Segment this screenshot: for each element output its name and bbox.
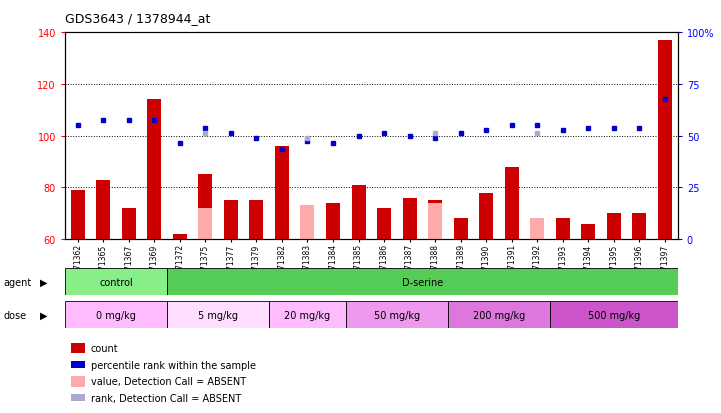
Bar — [167, 301, 269, 328]
Bar — [479, 193, 493, 240]
Bar — [352, 185, 366, 240]
Bar — [448, 301, 550, 328]
Bar — [301, 227, 314, 240]
Text: D-serine: D-serine — [402, 277, 443, 287]
Bar — [71, 190, 84, 240]
Text: ▶: ▶ — [40, 277, 47, 287]
Text: control: control — [99, 277, 133, 287]
Bar — [377, 209, 391, 240]
Bar — [658, 41, 672, 240]
Text: ▶: ▶ — [40, 310, 47, 320]
Text: value, Detection Call = ABSENT: value, Detection Call = ABSENT — [91, 376, 246, 386]
Text: rank, Detection Call = ABSENT: rank, Detection Call = ABSENT — [91, 393, 241, 403]
Text: 5 mg/kg: 5 mg/kg — [198, 310, 238, 320]
Bar — [198, 175, 213, 240]
Bar — [71, 361, 84, 368]
Bar — [607, 214, 621, 240]
Text: 0 mg/kg: 0 mg/kg — [96, 310, 136, 320]
Bar — [301, 206, 314, 240]
Bar — [581, 224, 596, 240]
Bar — [428, 201, 442, 240]
Bar — [428, 203, 442, 240]
Bar — [326, 203, 340, 240]
Text: 500 mg/kg: 500 mg/kg — [588, 310, 640, 320]
Bar — [269, 301, 346, 328]
Bar — [65, 301, 167, 328]
Bar — [454, 219, 468, 240]
Bar — [346, 301, 448, 328]
Text: count: count — [91, 343, 118, 353]
Bar — [550, 301, 678, 328]
Bar — [147, 100, 162, 240]
Bar — [632, 214, 647, 240]
Text: dose: dose — [4, 310, 27, 320]
Bar — [275, 147, 289, 240]
Text: GDS3643 / 1378944_at: GDS3643 / 1378944_at — [65, 12, 211, 25]
Bar — [402, 198, 417, 240]
Bar — [530, 219, 544, 240]
Bar — [530, 219, 544, 240]
Bar — [249, 201, 263, 240]
Bar — [198, 209, 213, 240]
Bar — [173, 234, 187, 240]
Bar — [556, 219, 570, 240]
Bar — [96, 180, 110, 240]
Text: 200 mg/kg: 200 mg/kg — [473, 310, 525, 320]
Text: percentile rank within the sample: percentile rank within the sample — [91, 360, 256, 370]
Bar — [505, 167, 519, 240]
Bar — [71, 376, 84, 387]
Text: 50 mg/kg: 50 mg/kg — [373, 310, 420, 320]
Bar — [65, 268, 167, 295]
Bar — [71, 343, 84, 354]
Text: 20 mg/kg: 20 mg/kg — [284, 310, 330, 320]
Bar — [122, 209, 136, 240]
Bar — [167, 268, 678, 295]
Bar — [71, 394, 84, 401]
Text: agent: agent — [4, 277, 32, 287]
Bar — [224, 201, 238, 240]
